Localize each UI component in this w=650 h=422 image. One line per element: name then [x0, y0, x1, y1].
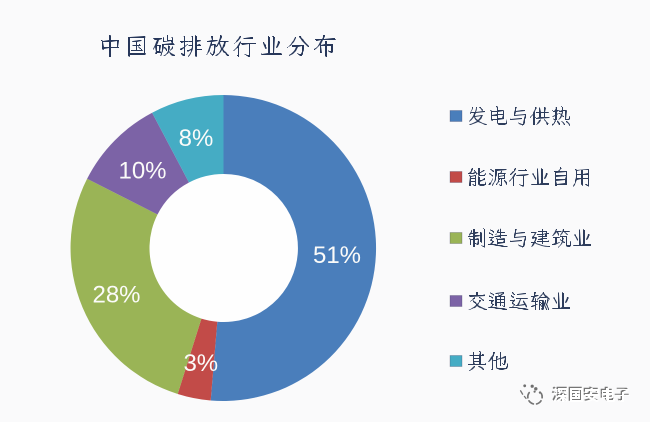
svg-text:3%: 3% [183, 350, 218, 377]
svg-text:8%: 8% [179, 125, 214, 152]
svg-text:51%: 51% [313, 242, 361, 269]
svg-text:28%: 28% [92, 282, 140, 309]
svg-text:10%: 10% [118, 158, 166, 185]
